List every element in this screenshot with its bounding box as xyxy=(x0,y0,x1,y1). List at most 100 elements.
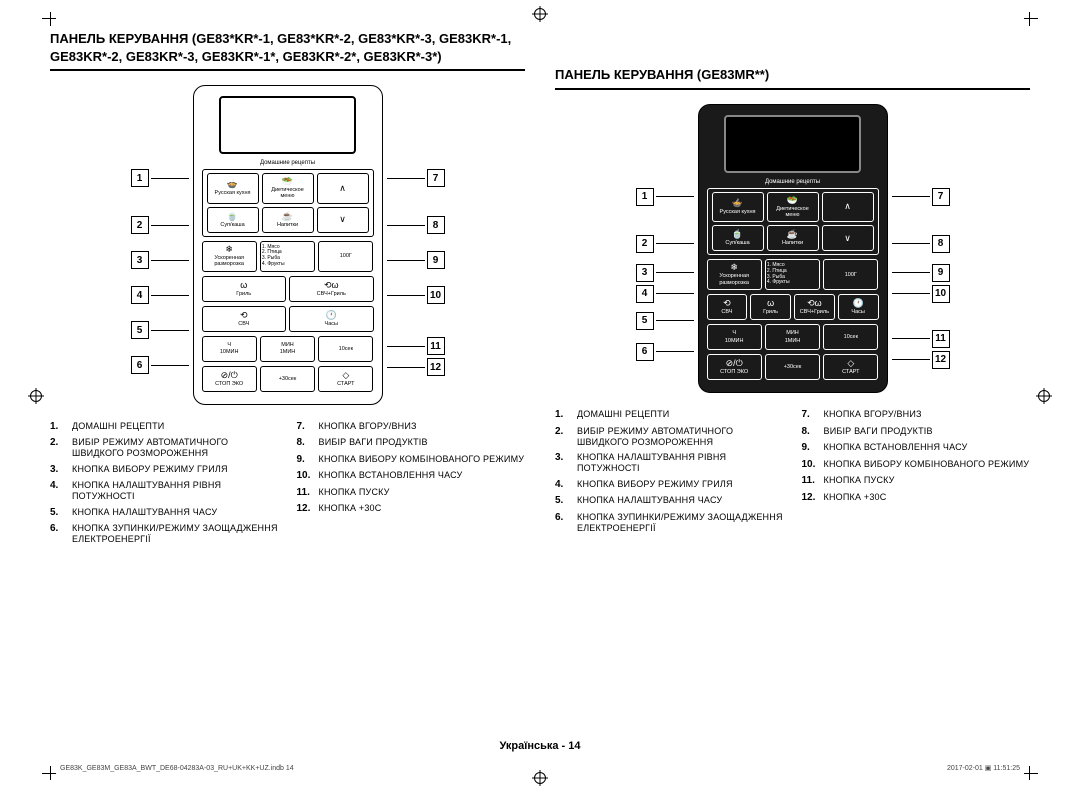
btn-plus30: +30сек xyxy=(765,354,820,380)
callout-num: 11 xyxy=(427,337,445,355)
registration-mark xyxy=(30,390,42,402)
callout-num: 12 xyxy=(427,358,445,376)
btn-1min: МИН1МИН xyxy=(765,324,820,350)
callout-line xyxy=(151,365,189,366)
btn-down: ∨ xyxy=(822,225,874,251)
btn-defrost: ❄Ускоренная разморозка xyxy=(202,241,257,272)
legend-item: 1.ДОМАШНІ РЕЦЕПТИ xyxy=(555,409,784,422)
defrost-list: 1. Мясо 2. Птица 3. Рыба 4. Фрукты xyxy=(260,241,315,272)
btn-10min: Ч10МИН xyxy=(707,324,762,350)
defrost-list: 1. Мясо 2. Птица 3. Рыба 4. Фрукты xyxy=(765,259,820,290)
legend-item: 2.ВИБІР РЕЖИМУ АВТОМАТИЧНОГО ШВИДКОГО РО… xyxy=(50,437,279,460)
callout-line xyxy=(387,346,425,347)
callout-num: 3 xyxy=(131,251,149,269)
crop-mark xyxy=(42,773,56,774)
diagram-right: 1 2 3 4 5 6 Домашние рецепты 🍲Русская ку… xyxy=(555,104,1030,394)
btn-clock: 🕐Часы xyxy=(838,294,879,320)
callout-line xyxy=(151,178,189,179)
callout-num: 3 xyxy=(636,264,654,282)
callout-num: 12 xyxy=(932,351,950,369)
btn-start: ◇СТАРТ xyxy=(318,366,373,392)
callout-line xyxy=(656,320,694,321)
legend-item: 4.КНОПКА ВИБОРУ РЕЖИМУ ГРИЛЯ xyxy=(555,479,784,492)
legend-list: 1.ДОМАШНІ РЕЦЕПТИ2.ВИБІР РЕЖИМУ АВТОМАТИ… xyxy=(555,409,784,534)
diagram-left: 1 2 3 4 5 6 Домашние рецепты 🍲Русская ку… xyxy=(50,85,525,405)
btn-mwgrill: ⟲ωСВЧ+Гриль xyxy=(289,276,374,302)
section-title-left: ПАНЕЛЬ КЕРУВАННЯ (GE83*KR*-1, GE83*KR*-2… xyxy=(50,30,525,71)
legend-item: 5.КНОПКА НАЛАШТУВАННЯ ЧАСУ xyxy=(555,495,784,508)
callout-num: 5 xyxy=(131,321,149,339)
legend-item: 7.КНОПКА ВГОРУ/ВНИЗ xyxy=(297,421,526,434)
registration-mark xyxy=(534,8,546,20)
crop-mark xyxy=(1024,773,1038,774)
btn-russian: 🍲Русская кухня xyxy=(712,192,764,223)
legend-item: 8.ВИБІР ВАГИ ПРОДУКТІВ xyxy=(297,437,526,450)
legend-item: 6.КНОПКА ЗУПИНКИ/РЕЖИМУ ЗАОЩАДЖЕННЯ ЕЛЕК… xyxy=(50,523,279,546)
callout-line xyxy=(656,243,694,244)
page-content: ПАНЕЛЬ КЕРУВАННЯ (GE83*KR*-1, GE83*KR*-2… xyxy=(50,30,1030,550)
btn-grill: ωГриль xyxy=(750,294,791,320)
callout-line xyxy=(656,293,694,294)
callout-line xyxy=(387,225,425,226)
legend-item: 9.КНОПКА ВСТАНОВЛЕННЯ ЧАСУ xyxy=(802,442,1031,455)
print-date: 2017-02-01 ▣ 11:51:25 xyxy=(947,764,1020,772)
callout-num: 10 xyxy=(427,286,445,304)
callout-line xyxy=(656,196,694,197)
legend-item: 5.КНОПКА НАЛАШТУВАННЯ ЧАСУ xyxy=(50,507,279,520)
legend-item: 10.КНОПКА ВИБОРУ КОМБІНОВАНОГО РЕЖИМУ xyxy=(802,459,1031,472)
callout-line xyxy=(892,359,930,360)
legend-item: 4.КНОПКА НАЛАШТУВАННЯ РІВНЯ ПОТУЖНОСТІ xyxy=(50,480,279,503)
callout-line xyxy=(892,196,930,197)
btn-plus30: +30сек xyxy=(260,366,315,392)
callout-line xyxy=(387,295,425,296)
btn-up: ∧ xyxy=(317,173,369,204)
callout-line xyxy=(151,225,189,226)
control-panel-light: Домашние рецепты 🍲Русская кухня 🥗Диетиче… xyxy=(193,85,383,405)
callout-num: 4 xyxy=(131,286,149,304)
btn-100g: 100Г xyxy=(823,259,878,290)
legend-item: 8.ВИБІР ВАГИ ПРОДУКТІВ xyxy=(802,426,1031,439)
legend-list: 7.КНОПКА ВГОРУ/ВНИЗ8.ВИБІР ВАГИ ПРОДУКТІ… xyxy=(802,409,1031,504)
legend-right: 1.ДОМАШНІ РЕЦЕПТИ2.ВИБІР РЕЖИМУ АВТОМАТИ… xyxy=(555,409,1030,538)
btn-russian: 🍲Русская кухня xyxy=(207,173,259,204)
legend-item: 9.КНОПКА ВИБОРУ КОМБІНОВАНОГО РЕЖИМУ xyxy=(297,454,526,467)
callouts-right: 7 8 9 10 11 12 xyxy=(387,85,445,376)
control-panel-dark: Домашние рецепты 🍲Русская кухня 🥗Диетиче… xyxy=(698,104,888,394)
legend-item: 3.КНОПКА ВИБОРУ РЕЖИМУ ГРИЛЯ xyxy=(50,464,279,477)
btn-defrost: ❄Ускоренная разморозка xyxy=(707,259,762,290)
legend-item: 11.КНОПКА ПУСКУ xyxy=(297,487,526,500)
btn-diet: 🥗Диетическое меню xyxy=(767,192,819,223)
legend-item: 12.КНОПКА +30с xyxy=(297,503,526,516)
crop-mark xyxy=(50,12,51,26)
callout-num: 9 xyxy=(427,251,445,269)
callout-num: 6 xyxy=(131,356,149,374)
callout-num: 10 xyxy=(932,285,950,303)
legend-item: 10.КНОПКА ВСТАНОВЛЕННЯ ЧАСУ xyxy=(297,470,526,483)
legend-list: 7.КНОПКА ВГОРУ/ВНИЗ 8.ВИБІР ВАГИ ПРОДУКТІ… xyxy=(297,421,526,516)
crop-mark xyxy=(1029,12,1030,26)
crop-mark xyxy=(42,18,56,19)
btn-mw: ⟲СВЧ xyxy=(707,294,748,320)
indd-filename: GE83K_GE83M_GE83A_BWT_DE68-04283A-03_RU+… xyxy=(60,765,294,772)
btn-10sec: 10сек xyxy=(823,324,878,350)
btn-1min: МИН1МИН xyxy=(260,336,315,362)
callout-num: 7 xyxy=(932,188,950,206)
callout-num: 2 xyxy=(636,235,654,253)
callout-num: 8 xyxy=(427,216,445,234)
btn-clock: 🕐Часы xyxy=(289,306,374,332)
btn-mwgrill: ⟲ωСВЧ+Гриль xyxy=(794,294,835,320)
callout-line xyxy=(892,293,930,294)
recipes-label: Домашние рецепты xyxy=(202,160,374,166)
btn-10sec: 10сек xyxy=(318,336,373,362)
callouts-left: 1 2 3 4 5 6 xyxy=(131,85,189,374)
callout-line xyxy=(892,243,930,244)
callout-line xyxy=(387,260,425,261)
callout-num: 9 xyxy=(932,264,950,282)
btn-drinks: ☕Напитки xyxy=(767,225,819,251)
btn-stop: ⊘/⏻СТОП ЭКО xyxy=(202,366,257,392)
callout-num: 4 xyxy=(636,285,654,303)
section-title-right: ПАНЕЛЬ КЕРУВАННЯ (GE83MR**) xyxy=(555,66,1030,90)
btn-start: ◇СТАРТ xyxy=(823,354,878,380)
btn-soup: 🍵Суп/каша xyxy=(207,207,259,233)
callout-num: 11 xyxy=(932,330,950,348)
